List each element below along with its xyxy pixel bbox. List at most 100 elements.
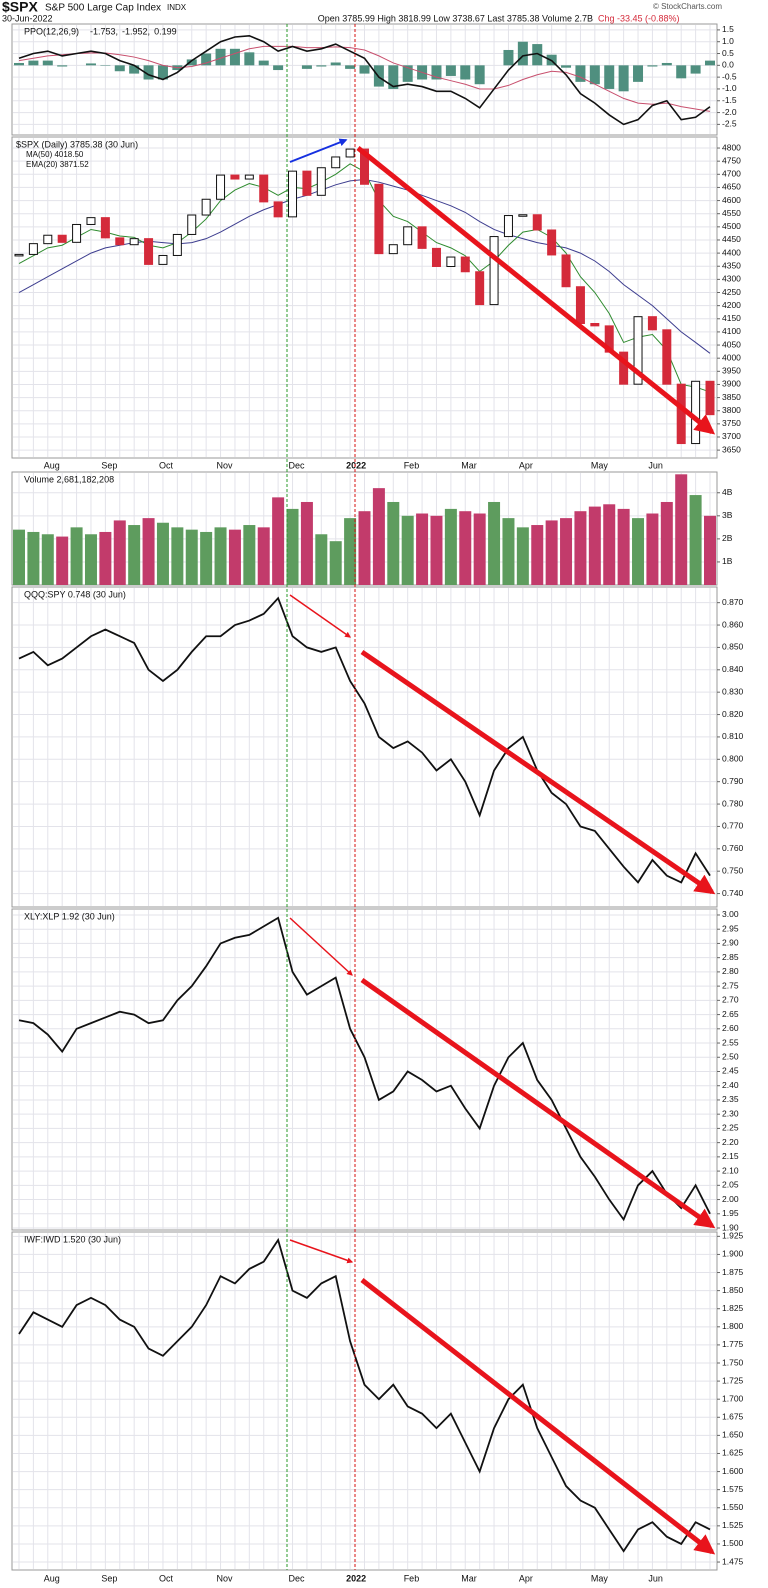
volume-bar bbox=[689, 495, 702, 585]
histogram-bar bbox=[186, 59, 197, 66]
trend-arrow bbox=[356, 146, 716, 435]
histogram-bar bbox=[676, 65, 687, 79]
y-tick-label: 3.00 bbox=[722, 909, 739, 919]
volume-bar bbox=[272, 497, 285, 585]
volume-bar bbox=[70, 527, 83, 585]
panel-title: QQQ:SPY 0.748 (30 Jun) bbox=[24, 589, 126, 599]
histogram-bar bbox=[575, 65, 586, 82]
histogram-bar bbox=[157, 65, 168, 80]
ratio-line bbox=[18, 1237, 711, 1553]
volume-bar bbox=[228, 529, 241, 585]
histogram-bar bbox=[273, 65, 284, 71]
y-tick-label: 4600 bbox=[722, 195, 741, 205]
volume-bar bbox=[315, 534, 328, 585]
y-tick-label: 2.25 bbox=[722, 1123, 739, 1133]
volume-bar bbox=[632, 518, 645, 585]
legend-value: -1.753, bbox=[90, 26, 118, 36]
volume-bar bbox=[574, 511, 587, 585]
y-tick-label: 2.80 bbox=[722, 966, 739, 976]
candle bbox=[100, 217, 110, 239]
volume-bar bbox=[459, 511, 472, 585]
histogram-bar bbox=[445, 65, 456, 76]
volume-bar bbox=[41, 534, 54, 585]
y-tick-label: 1.850 bbox=[722, 1285, 744, 1295]
candle bbox=[230, 174, 240, 180]
y-tick-label: 0.860 bbox=[722, 619, 744, 629]
volume-bar bbox=[603, 504, 616, 585]
volume-bar bbox=[545, 520, 558, 585]
candle bbox=[403, 226, 413, 246]
y-tick-label: 2.35 bbox=[722, 1094, 739, 1104]
legend-entry: MA(50) 4018.50 bbox=[26, 150, 84, 159]
trend-arrow bbox=[289, 1239, 354, 1264]
candle bbox=[705, 380, 715, 416]
histogram-bar bbox=[402, 65, 413, 82]
volume-bar bbox=[257, 527, 270, 585]
y-tick-label: 2.00 bbox=[722, 1194, 739, 1204]
volume-bar bbox=[387, 501, 400, 585]
volume-bar bbox=[214, 527, 227, 585]
y-tick-label: 4750 bbox=[722, 155, 741, 165]
ppo-line bbox=[18, 34, 711, 126]
x-tick-label: Dec bbox=[289, 460, 306, 470]
y-tick-label: 1.750 bbox=[722, 1357, 744, 1367]
y-tick-label: 1.575 bbox=[722, 1484, 744, 1494]
volume-bar bbox=[243, 525, 256, 585]
date: 30-Jun-2022 bbox=[2, 13, 53, 23]
histogram-bar bbox=[14, 62, 24, 66]
candle bbox=[57, 234, 67, 243]
x-tick-label: Apr bbox=[519, 460, 533, 470]
histogram-bar bbox=[244, 52, 255, 66]
y-tick-label: 2.15 bbox=[722, 1151, 739, 1161]
candle bbox=[43, 234, 53, 245]
histogram-bar bbox=[388, 65, 399, 89]
x-tick-label: Feb bbox=[404, 1573, 420, 1583]
candle bbox=[331, 156, 341, 169]
candle bbox=[388, 244, 398, 255]
x-tick-label: Aug bbox=[44, 1573, 60, 1583]
volume-bar bbox=[416, 513, 429, 585]
y-tick-label: 1.900 bbox=[722, 1249, 744, 1259]
ratio-line bbox=[18, 916, 711, 1222]
candle bbox=[288, 170, 298, 218]
candle bbox=[144, 238, 154, 265]
y-tick-label: 1.775 bbox=[722, 1339, 744, 1349]
histogram-bar bbox=[474, 65, 485, 85]
candle bbox=[647, 316, 657, 331]
y-tick-label: 1.650 bbox=[722, 1430, 744, 1440]
candle bbox=[374, 183, 384, 255]
histogram-bar bbox=[647, 65, 658, 67]
x-tick-label: Jun bbox=[648, 1573, 663, 1583]
y-tick-label: 1.800 bbox=[722, 1321, 744, 1331]
volume-bar bbox=[200, 531, 213, 585]
candle bbox=[489, 236, 499, 306]
y-tick-label: 4050 bbox=[722, 339, 741, 349]
y-tick-label: 4300 bbox=[722, 274, 741, 284]
candle bbox=[201, 198, 211, 216]
volume-bar bbox=[113, 520, 126, 585]
candle bbox=[345, 148, 355, 158]
y-tick-label: 0.760 bbox=[722, 843, 744, 853]
header: $SPX S&P 500 Large Cap Index INDX 30-Jun… bbox=[2, 0, 722, 23]
volume-bar bbox=[488, 501, 501, 585]
volume-bar bbox=[286, 508, 299, 585]
histogram-bar bbox=[431, 65, 442, 80]
y-tick-label: 1.625 bbox=[722, 1448, 744, 1458]
y-tick-label: 4250 bbox=[722, 287, 741, 297]
y-tick-label: 1.90 bbox=[722, 1222, 739, 1232]
y-tick-label: 0.810 bbox=[722, 731, 744, 741]
y-tick-label: 0.0 bbox=[722, 60, 734, 70]
y-tick-label: 1.475 bbox=[722, 1556, 744, 1566]
x-tick-label: Jun bbox=[648, 460, 663, 470]
volume-bar bbox=[401, 515, 414, 585]
y-tick-label: 2.45 bbox=[722, 1066, 739, 1076]
volume-bar bbox=[128, 525, 141, 585]
y-tick-label: 3700 bbox=[722, 431, 741, 441]
histogram-bar bbox=[28, 60, 39, 66]
ratio-line bbox=[18, 596, 711, 884]
histogram-bar bbox=[604, 65, 615, 89]
y-tick-label: 2.10 bbox=[722, 1165, 739, 1175]
y-tick-label: 1.700 bbox=[722, 1393, 744, 1403]
volume-bar bbox=[358, 511, 371, 585]
y-tick-label: 0.820 bbox=[722, 709, 744, 719]
